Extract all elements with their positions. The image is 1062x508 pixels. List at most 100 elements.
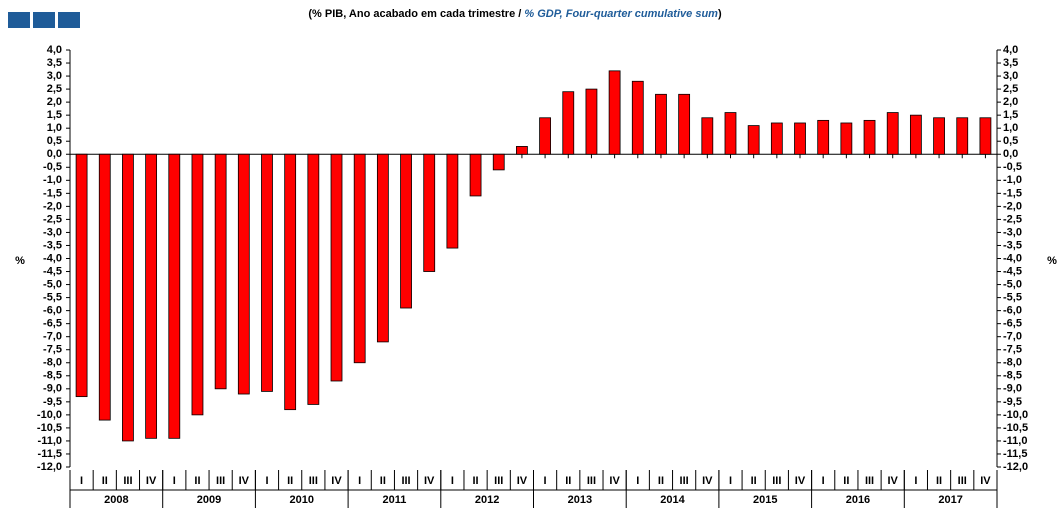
x-tick-label: IV [702,475,713,487]
x-tick-label: I [80,475,83,487]
bar [400,153,412,309]
group-label: 2017 [938,494,962,506]
y-tick-label: -3,0 [43,226,62,238]
y2-tick-label: -2,5 [1003,213,1022,225]
y2-tick-label: 1,5 [1003,109,1018,121]
x-tick-label: III [494,475,503,487]
y-tick-label: -4,5 [43,265,62,277]
y-tick-label: -0,5 [43,161,62,173]
y2-tick-label: -7,0 [1003,331,1022,343]
y2-tick-label: -1,5 [1003,187,1022,199]
group-label: 2010 [290,494,314,506]
bar [956,117,969,155]
bar [75,153,88,398]
bar [237,153,250,395]
x-tick-label: III [680,475,689,487]
bar [863,119,876,155]
y2-tick-label: -3,5 [1003,239,1022,251]
y-tick-label: -8,5 [43,370,62,382]
y-tick-label: -6,5 [43,318,62,330]
bar [307,153,320,405]
y2-axis-label: % [1047,255,1057,267]
y2-tick-label: 0,0 [1003,148,1018,160]
group-label: 2011 [383,494,407,506]
logo-block [58,12,80,28]
bar [284,153,297,411]
group-label: 2013 [568,494,592,506]
bar [98,153,111,421]
group-label: 2009 [197,494,221,506]
chart-title: (% PIB, Ano acabado em cada trimestre / … [308,8,722,20]
bar [909,114,922,155]
bar [376,153,389,343]
y2-tick-label: -1,0 [1003,174,1022,186]
bar [539,117,551,155]
y-tick-label: 4,0 [47,44,62,56]
x-tick-label: IV [795,475,806,487]
x-tick-label: IV [888,475,899,487]
bar [145,153,158,439]
y2-tick-label: -4,0 [1003,252,1022,264]
y-tick-label: -4,0 [43,252,62,264]
y-tick-label: -5,0 [43,278,62,290]
y2-tick-label: 0,5 [1003,135,1018,147]
logo-block [33,12,55,28]
x-tick-label: I [265,475,268,487]
bar [678,93,691,155]
bar [655,93,667,155]
y2-tick-label: 2,5 [1003,83,1018,95]
y-axis-label: % [15,255,25,267]
y-tick-label: -2,0 [43,200,62,212]
x-tick-label: II [565,475,571,487]
y2-tick-label: -5,5 [1003,292,1022,304]
bar [608,70,621,155]
bar [631,80,644,155]
x-tick-label: II [936,475,942,487]
x-tick-label: III [587,475,596,487]
bar [214,153,227,390]
y-tick-label: 3,5 [47,57,62,69]
y2-tick-label: 4,0 [1003,44,1018,56]
y2-tick-label: -6,5 [1003,318,1022,330]
y2-tick-label: 3,5 [1003,57,1018,69]
bar [724,112,737,155]
x-tick-label: I [729,475,732,487]
x-tick-label: IV [609,475,620,487]
x-tick-label: IV [146,475,157,487]
y-tick-label: -1,0 [43,174,62,186]
y2-tick-label: 2,0 [1003,96,1018,108]
y2-tick-label: -9,0 [1003,383,1022,395]
y-tick-label: -10,0 [37,409,62,421]
y2-tick-label: -9,5 [1003,396,1022,408]
bar [979,117,992,155]
y-tick-label: -6,0 [43,305,62,317]
bar [770,122,783,155]
x-tick-label: III [865,475,874,487]
x-tick-label: II [473,475,479,487]
y-tick-label: 3,0 [47,70,62,82]
y-tick-label: 0,5 [47,135,62,147]
y-tick-label: -12,0 [37,461,62,473]
x-tick-label: IV [424,475,435,487]
bar [516,146,528,155]
bar [562,91,575,155]
y2-tick-label: -6,0 [1003,305,1022,317]
y-tick-label: -3,5 [43,239,62,251]
y-tick-label: -2,5 [43,213,62,225]
x-tick-label: IV [980,475,991,487]
bar [886,112,899,155]
group-label: 2016 [846,494,870,506]
y-tick-label: -9,0 [43,383,62,395]
bar [747,125,760,155]
y2-tick-label: -5,0 [1003,278,1022,290]
x-tick-label: IV [239,475,250,487]
y2-tick-label: -10,5 [1003,422,1028,434]
bar [933,117,945,155]
x-tick-label: IV [517,475,528,487]
x-tick-label: III [958,475,967,487]
x-tick-label: II [751,475,757,487]
x-tick-label: IV [331,475,342,487]
bar [191,153,204,416]
group-label: 2014 [660,494,685,506]
y2-tick-label: -8,0 [1003,357,1022,369]
